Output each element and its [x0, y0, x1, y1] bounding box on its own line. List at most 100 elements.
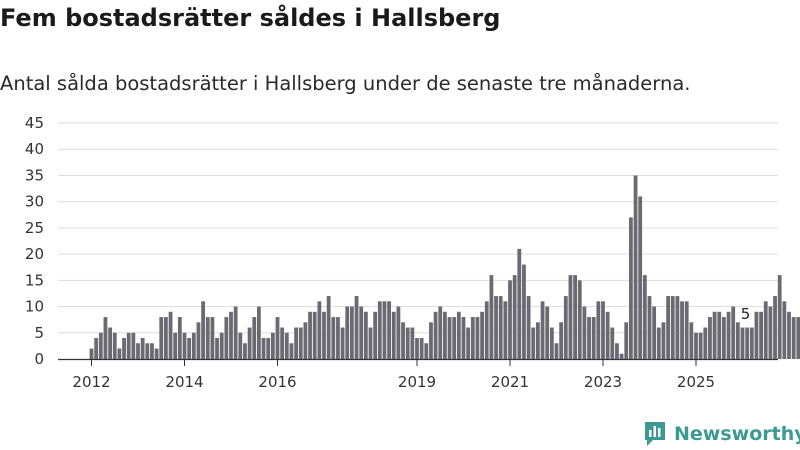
bar — [554, 343, 559, 359]
bar — [396, 306, 401, 359]
bar — [698, 332, 703, 359]
bar — [112, 332, 117, 359]
bar — [773, 296, 777, 359]
bar — [642, 275, 647, 359]
bar — [294, 327, 298, 359]
bar — [684, 301, 689, 359]
bar — [717, 311, 722, 359]
chart-subtitle: Antal sålda bostadsrätter i Hallsberg un… — [0, 72, 691, 95]
bar — [233, 306, 238, 359]
bar — [549, 327, 554, 359]
bar — [164, 317, 168, 359]
bar — [722, 317, 726, 359]
bar — [145, 343, 150, 359]
bar — [749, 327, 754, 359]
bar — [517, 248, 522, 359]
bar — [191, 332, 196, 359]
bar — [94, 338, 99, 359]
bar — [261, 338, 266, 359]
bar — [447, 317, 452, 359]
bar — [168, 311, 173, 359]
bar — [410, 327, 415, 359]
bar — [359, 306, 364, 359]
bar — [536, 322, 540, 359]
y-tick-label: 20 — [25, 245, 44, 263]
bar — [210, 317, 215, 359]
bar — [768, 306, 773, 359]
bar — [303, 322, 308, 359]
bar — [424, 343, 429, 359]
bar — [498, 296, 503, 359]
bar — [252, 317, 257, 359]
bar — [326, 296, 331, 359]
bar — [782, 301, 787, 359]
bar — [605, 311, 610, 359]
bar — [340, 327, 345, 359]
x-tick-label: 2021 — [491, 373, 529, 391]
bar — [740, 327, 745, 359]
bar — [415, 338, 419, 359]
bar — [177, 317, 182, 359]
bar — [470, 317, 475, 359]
bar — [136, 343, 140, 359]
bar — [619, 353, 624, 359]
bar — [559, 322, 564, 359]
bar — [712, 311, 717, 359]
bar — [726, 311, 731, 359]
bar — [159, 317, 164, 359]
bar — [540, 301, 545, 359]
y-tick-label: 40 — [25, 140, 44, 158]
bar — [791, 317, 796, 359]
bar — [596, 301, 601, 359]
bar — [238, 332, 243, 359]
bar — [633, 175, 638, 359]
bar — [624, 322, 629, 359]
bar — [122, 338, 126, 359]
bar — [754, 311, 759, 359]
chart-title: Fem bostadsrätter såldes i Hallsberg — [0, 4, 501, 32]
bar — [229, 311, 233, 359]
bar — [373, 311, 378, 359]
bar — [224, 317, 229, 359]
bar — [182, 332, 187, 359]
bar — [284, 332, 289, 359]
bar — [275, 317, 280, 359]
x-tick-label: 2023 — [584, 373, 622, 391]
bar — [601, 301, 605, 359]
bar — [484, 301, 489, 359]
bar — [387, 301, 391, 359]
bar — [694, 332, 698, 359]
bar — [350, 306, 354, 359]
bar — [503, 301, 508, 359]
bar — [429, 322, 433, 359]
bar — [173, 332, 178, 359]
bar — [777, 275, 782, 359]
bar — [652, 306, 657, 359]
bar — [545, 306, 550, 359]
bar — [154, 348, 159, 359]
bar — [150, 343, 154, 359]
bar — [331, 317, 336, 359]
bar — [98, 332, 103, 359]
bar — [433, 311, 438, 359]
bar — [247, 327, 252, 359]
bar — [522, 264, 526, 359]
bar — [280, 327, 285, 359]
bar — [661, 322, 666, 359]
bar — [368, 327, 373, 359]
bar — [708, 317, 712, 359]
y-tick-label: 15 — [25, 271, 44, 289]
bar — [322, 311, 326, 359]
bar — [466, 327, 471, 359]
bar — [670, 296, 675, 359]
bar — [270, 332, 275, 359]
newsworthy-brand[interactable]: Newsworthy — [644, 420, 800, 448]
bar — [787, 311, 791, 359]
bar — [452, 317, 457, 359]
data-label-latest: 5 — [741, 305, 751, 323]
bar — [187, 338, 192, 359]
bar — [680, 301, 684, 359]
bar — [629, 217, 633, 359]
bar — [126, 332, 131, 359]
